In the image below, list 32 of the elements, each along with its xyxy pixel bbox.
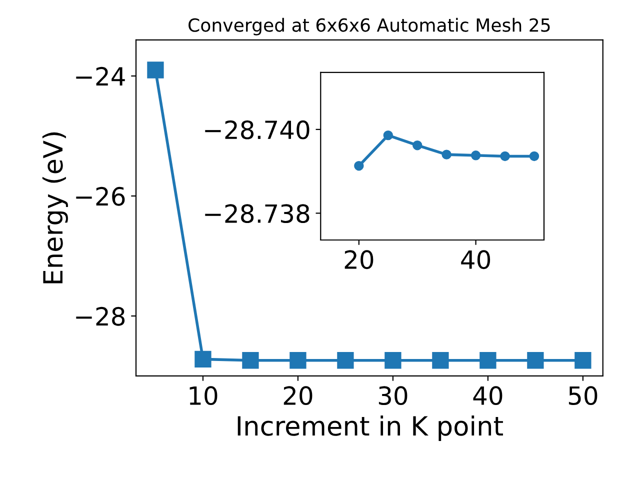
point (354, 161, 364, 171)
point (480, 352, 496, 369)
point (412, 140, 422, 150)
x-tick-label: 30 (378, 386, 408, 406)
x-tick-label: 20 (284, 386, 312, 406)
y-tick-label: −28.738 (205, 204, 310, 224)
y-tick-label: −28 (76, 306, 125, 326)
point (383, 130, 393, 140)
chart-title: Converged at 6x6x6 Automatic Mesh 25 (188, 18, 550, 36)
point (529, 151, 540, 162)
y-tick-label: −28.740 (205, 120, 310, 140)
x-tick-label: 10 (190, 386, 218, 406)
point (242, 352, 259, 369)
point (470, 150, 481, 160)
y-tick-label: −24 (76, 66, 125, 86)
point (500, 151, 510, 162)
point (194, 350, 212, 368)
x-axis-title: Increment in K point (238, 415, 503, 441)
point (442, 150, 452, 160)
point (432, 352, 449, 369)
point (337, 352, 354, 369)
point (384, 352, 402, 369)
x-tick-label: 50 (568, 386, 598, 406)
point (290, 352, 306, 369)
y-axis-title: Energy (eV) (42, 132, 68, 284)
y-tick-label: −26 (76, 186, 125, 206)
x-tick-label: 40 (461, 250, 490, 270)
point (574, 352, 592, 369)
x-tick-label: 20 (344, 250, 374, 270)
point (527, 352, 544, 369)
x-tick-label: 40 (473, 386, 502, 406)
point (147, 62, 164, 78)
